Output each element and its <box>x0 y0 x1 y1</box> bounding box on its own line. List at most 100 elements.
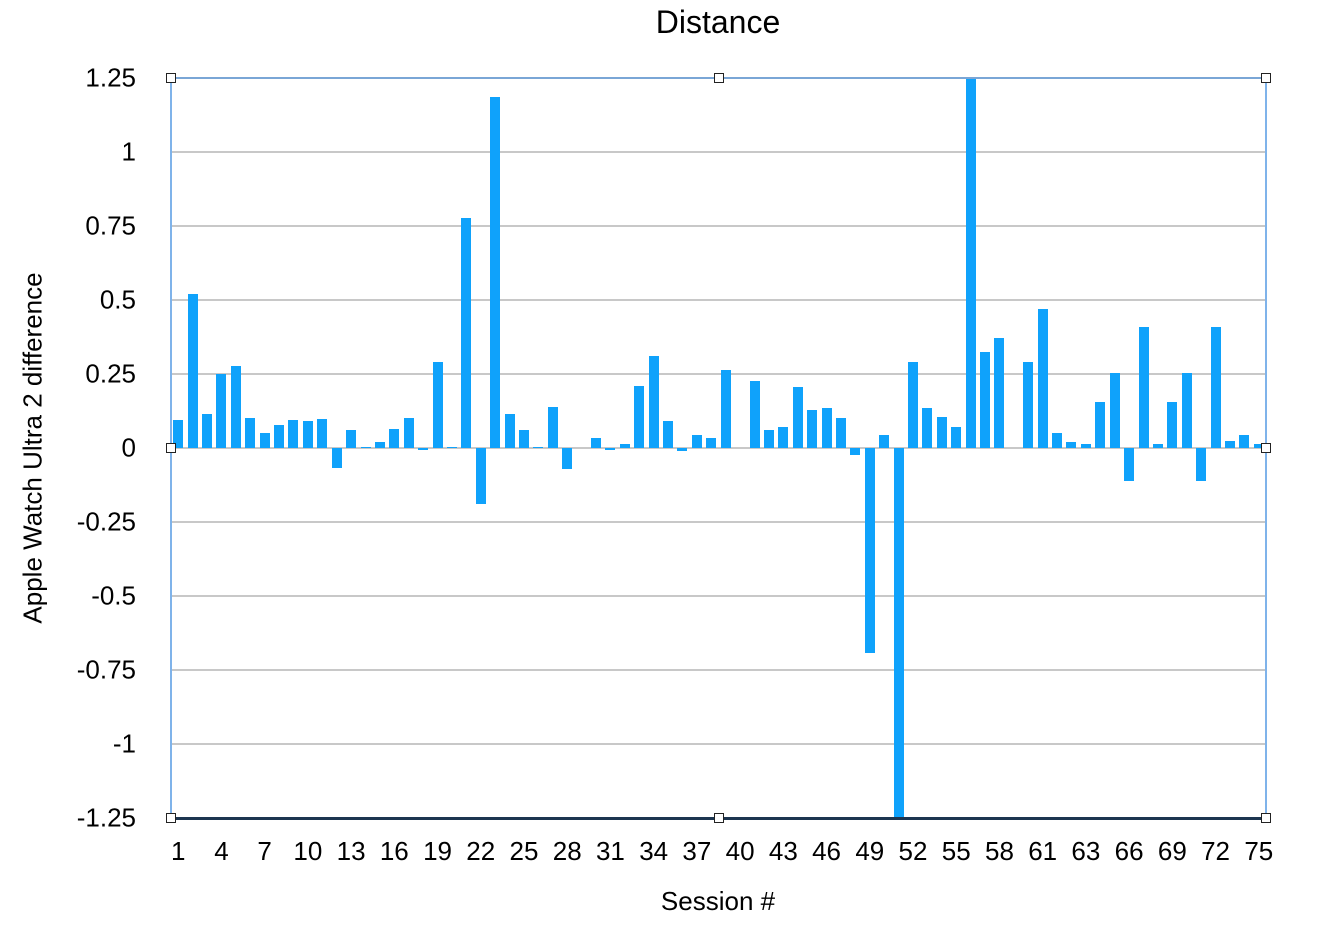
x-tick-label: 4 <box>214 836 229 866</box>
bar <box>1167 402 1178 448</box>
x-tick-label: 10 <box>293 836 323 866</box>
resize-handle[interactable] <box>713 813 724 823</box>
x-tick-label: 37 <box>682 836 712 866</box>
bar <box>1037 308 1048 448</box>
resize-handle[interactable] <box>166 443 176 453</box>
gridline <box>171 447 1266 449</box>
x-tick-label: 16 <box>379 836 409 866</box>
bar <box>821 408 832 448</box>
resize-handle[interactable] <box>1261 443 1271 453</box>
bar <box>504 413 515 448</box>
bar <box>432 362 443 448</box>
bar <box>677 448 688 451</box>
bar <box>389 428 400 448</box>
bar <box>893 448 904 818</box>
bar <box>778 426 789 448</box>
bar <box>706 437 717 448</box>
x-tick-label: 7 <box>257 836 272 866</box>
bar <box>720 369 731 448</box>
x-tick-label: 19 <box>423 836 452 866</box>
bar <box>547 406 558 448</box>
bar <box>346 430 357 448</box>
resize-handle[interactable] <box>166 73 176 83</box>
bar <box>274 424 285 448</box>
bar <box>1181 372 1192 448</box>
gridline <box>171 299 1266 301</box>
bar <box>835 418 846 448</box>
bar <box>331 448 342 469</box>
bar <box>374 442 385 448</box>
bar <box>980 351 991 448</box>
bar <box>1152 443 1163 448</box>
x-tick-label: 55 <box>941 836 971 866</box>
bar <box>490 96 501 448</box>
gridline <box>171 595 1266 597</box>
gridline <box>171 151 1266 153</box>
bar <box>187 294 198 448</box>
bar <box>1124 448 1135 481</box>
bar <box>475 448 486 505</box>
gridline <box>171 669 1266 671</box>
bar <box>936 416 947 448</box>
x-tick-label: 58 <box>984 836 1014 866</box>
bar <box>1239 434 1250 448</box>
bar <box>691 434 702 448</box>
bar <box>230 366 241 448</box>
bar <box>302 421 313 448</box>
x-tick-label: 52 <box>898 836 928 866</box>
resize-handle[interactable] <box>1261 73 1271 83</box>
bar <box>1224 440 1235 448</box>
bar <box>1196 448 1207 481</box>
bar <box>663 421 674 448</box>
y-axis-title: Apple Watch Ultra 2 difference <box>17 272 48 624</box>
bar <box>1052 433 1063 448</box>
gridline <box>171 743 1266 745</box>
x-tick-label: 75 <box>1244 836 1274 866</box>
bar <box>317 418 328 448</box>
bar <box>1095 402 1106 448</box>
gridline <box>171 373 1266 375</box>
x-tick-label: 46 <box>812 836 842 866</box>
x-tick-label: 13 <box>336 836 366 866</box>
y-tick-label: -1.25 <box>76 802 136 833</box>
bar <box>619 443 630 448</box>
bar <box>864 448 875 654</box>
x-tick-label: 40 <box>725 836 755 866</box>
chart-title: Distance <box>655 4 781 40</box>
resize-handle[interactable] <box>1261 813 1271 823</box>
bar <box>879 434 890 448</box>
bar <box>951 427 962 448</box>
bar <box>1109 372 1120 448</box>
bar <box>173 419 184 448</box>
bar <box>446 446 457 449</box>
plot-area[interactable] <box>166 73 1271 823</box>
x-tick-label: 49 <box>855 836 885 866</box>
x-tick-label: 72 <box>1201 836 1231 866</box>
bar <box>461 218 472 448</box>
bar <box>648 356 659 448</box>
x-tick-label: 22 <box>466 836 496 866</box>
bar <box>792 387 803 448</box>
bar <box>1023 362 1034 448</box>
y-tick-label: -0.75 <box>76 654 136 685</box>
bar <box>634 385 645 448</box>
bar <box>908 362 918 448</box>
y-tick-label: 1 <box>121 136 136 167</box>
bar <box>591 437 602 448</box>
x-tick-label: 1 <box>170 836 186 866</box>
bar <box>1138 326 1149 448</box>
bar <box>360 446 371 449</box>
bar <box>1210 326 1221 448</box>
bar <box>288 419 299 448</box>
x-tick-label: 66 <box>1114 836 1144 866</box>
y-tick-label: 0.25 <box>85 358 136 389</box>
gridline <box>171 225 1266 227</box>
resize-handle[interactable] <box>713 73 724 83</box>
bar <box>518 430 529 448</box>
bar <box>850 448 861 456</box>
bar <box>1080 443 1091 448</box>
resize-handle[interactable] <box>166 813 176 823</box>
x-tick-label: 69 <box>1157 836 1187 866</box>
y-tick-label: -1 <box>112 728 136 759</box>
y-tick-label: -0.5 <box>91 580 136 611</box>
